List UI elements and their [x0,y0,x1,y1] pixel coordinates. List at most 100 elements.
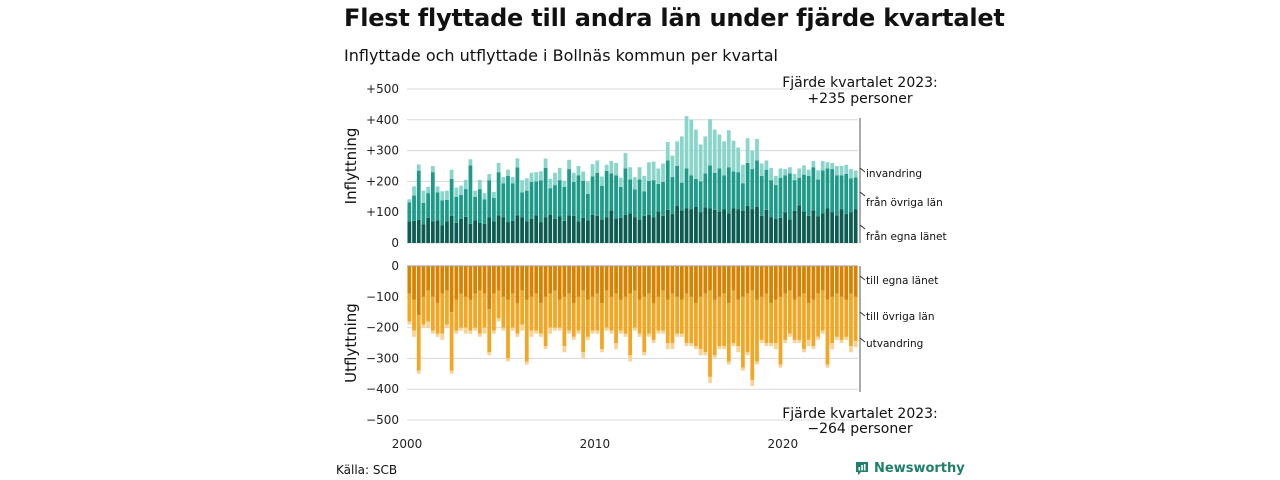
bar-in-egna [778,217,783,243]
bar-out-utvandring [759,339,764,343]
bar-out-utvandring [637,333,642,337]
bar-out-ovriga [783,293,788,340]
bar-out-utvandring [515,333,520,337]
bar-out-ovriga [675,296,680,334]
bar-in-invandring [684,116,689,169]
bar-in-invandring [736,147,741,173]
bar-out-ovriga [562,296,567,347]
bar-in-ovriga [759,175,764,216]
bar-out-egna [609,266,614,297]
bar-in-egna [806,215,811,243]
bar-in-invandring [590,164,595,177]
bar-in-invandring [595,160,600,173]
bar-in-egna [609,210,614,243]
bar-out-egna [703,266,708,294]
bar-in-invandring [421,190,426,203]
grid-layer [407,88,858,421]
bar-out-utvandring [670,343,675,350]
bar-in-ovriga [736,172,741,210]
bar-out-ovriga [430,296,435,331]
bar-out-utvandring [440,333,445,340]
bar-in-egna [524,221,529,243]
bar-out-utvandring [567,330,571,334]
bar-out-utvandring [703,352,708,356]
bar-out-egna [482,266,487,294]
bar-out-egna [407,266,412,294]
bar-out-egna [426,266,431,291]
bar-out-ovriga [703,293,708,353]
bar-out-egna [665,266,670,300]
bar-in-egna [679,210,684,243]
bar-in-ovriga [717,168,722,212]
bar-out-utvandring [571,336,576,340]
bar-in-ovriga [689,175,694,210]
y-tick-label-bottom: −400 [366,382,399,396]
bar-out-egna [797,266,802,297]
bar-out-ovriga [708,290,712,377]
bar-out-egna [773,266,778,300]
source-note: Källa: SCB [336,463,398,477]
bar-out-egna [698,266,703,297]
bar-out-ovriga [679,299,684,334]
bar-out-egna [816,266,820,294]
bar-out-ovriga [524,299,529,362]
bar-in-ovriga [567,169,571,216]
bar-in-egna [825,208,830,243]
bar-in-egna [726,213,731,243]
bar-in-egna [632,217,637,243]
bar-out-utvandring [736,346,741,353]
bar-in-ovriga [524,190,529,222]
bar-out-utvandring [628,355,633,362]
bar-in-ovriga [783,175,788,213]
bar-in-egna [496,215,501,243]
bar-in-egna [811,210,816,243]
bar-in-egna [459,218,463,243]
series-label-fran-ovriga-lan: från övriga län [866,196,943,209]
bar-in-ovriga [449,178,454,216]
bar-in-egna [562,220,567,243]
bar-in-invandring [510,177,515,184]
bar-out-ovriga [731,290,736,343]
bar-out-egna [553,266,557,291]
bar-in-egna [487,217,492,243]
bar-out-ovriga [487,309,492,353]
bar-out-utvandring [816,336,820,340]
bar-in-egna [492,221,496,243]
bar-in-invandring [792,174,797,181]
bar-out-egna [684,266,689,294]
annotation-top-line2: +235 personer [807,91,913,107]
bar-out-egna [736,266,741,300]
bar-in-egna [661,215,665,243]
bar-in-invandring [571,172,576,183]
bar-out-egna [759,266,764,297]
bar-in-ovriga [407,202,412,222]
series-label-till-ovriga-lan: till övriga län [866,311,935,323]
bar-out-ovriga [539,302,543,334]
bar-out-ovriga [609,296,614,331]
bar-in-ovriga [562,186,567,221]
bar-in-invandring [440,191,445,201]
bar-in-ovriga [694,178,698,207]
bar-out-egna [595,266,600,294]
bar-out-utvandring [769,343,773,347]
bar-in-egna [557,216,562,243]
bar-out-utvandring [492,330,496,334]
bar-out-utvandring [482,327,487,334]
bar-in-egna [477,222,482,243]
bar-out-ovriga [717,296,722,347]
bar-out-utvandring [581,352,586,359]
bar-in-ovriga [665,160,670,210]
bar-in-invandring [712,129,717,173]
bar-out-egna [571,266,576,303]
bar-in-ovriga [454,196,459,223]
bar-in-ovriga [534,181,539,216]
bar-in-ovriga [473,196,477,221]
bar-in-invandring [759,163,764,176]
bar-out-egna [496,266,501,291]
bar-out-egna [708,266,712,291]
bar-out-ovriga [435,302,440,334]
bar-out-utvandring [421,324,426,328]
bar-out-egna [459,266,463,294]
bar-in-invandring [703,136,708,174]
bar-out-egna [745,266,750,294]
